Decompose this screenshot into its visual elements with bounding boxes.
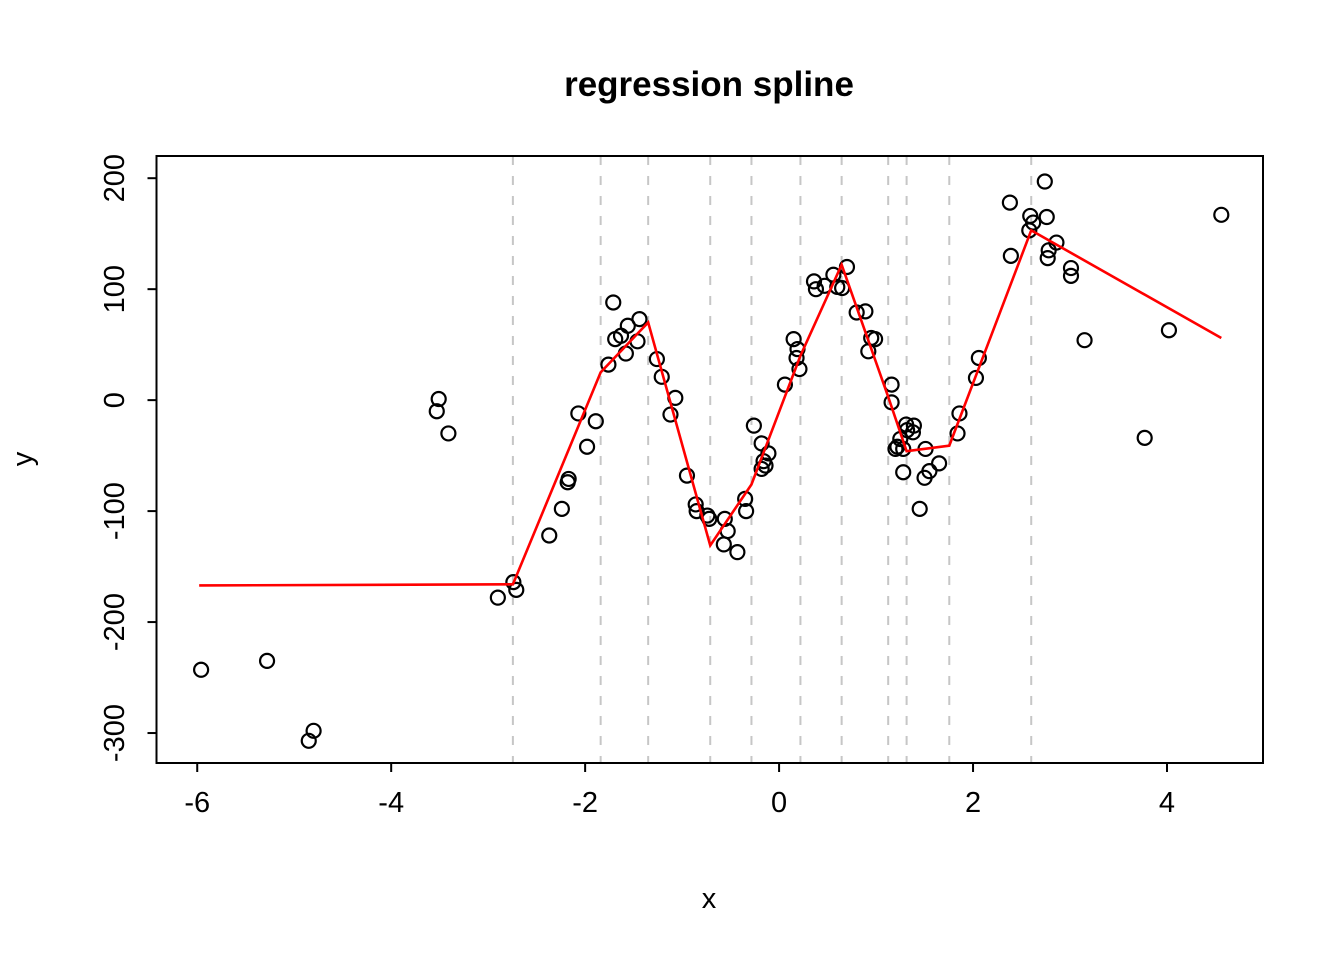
- tick-labels-group: -6 -4 -2 0 2 4 -300 -200 -100 0 100 200: [99, 154, 1175, 819]
- data-point: [729, 544, 746, 561]
- knot-lines-group: [511, 156, 1033, 763]
- plot-box: [155, 155, 1264, 764]
- y-tick-label: 0: [99, 392, 131, 408]
- x-tick-label: -4: [378, 787, 404, 819]
- data-point: [905, 417, 922, 434]
- data-point: [805, 273, 823, 290]
- data-point: [921, 463, 938, 480]
- data-point: [776, 376, 794, 393]
- y-tick-label: -200: [99, 593, 131, 651]
- data-point: [1048, 234, 1065, 251]
- data-point: [904, 424, 922, 441]
- data-point: [440, 425, 457, 442]
- data-point: [617, 345, 634, 362]
- data-point: [570, 405, 587, 422]
- data-point: [1039, 249, 1056, 267]
- x-axis-label: x: [702, 883, 717, 915]
- data-point: [553, 500, 570, 517]
- data-point: [760, 445, 777, 462]
- data-point: [587, 413, 604, 430]
- y-tick-label: 200: [99, 154, 131, 202]
- data-point: [258, 652, 276, 670]
- data-point: [1001, 194, 1018, 211]
- data-point: [541, 527, 558, 544]
- x-tick-label: 4: [1159, 787, 1175, 819]
- data-point: [605, 294, 622, 311]
- data-point: [578, 438, 596, 455]
- data-point: [967, 369, 985, 387]
- x-tick-label: -2: [572, 787, 598, 819]
- y-axis-label: y: [7, 451, 39, 466]
- data-point: [887, 440, 904, 458]
- data-point: [738, 503, 755, 520]
- data-point: [428, 403, 445, 420]
- data-point: [688, 503, 705, 520]
- data-point: [930, 455, 948, 472]
- data-point: [785, 330, 802, 348]
- data-point: [300, 732, 317, 749]
- y-tick-label: 100: [99, 265, 131, 313]
- data-point: [1062, 259, 1080, 277]
- data-point: [631, 311, 648, 328]
- data-point: [1036, 173, 1053, 190]
- spline-line: [199, 228, 1222, 587]
- data-point: [508, 581, 525, 598]
- data-point: [1160, 322, 1178, 339]
- x-tick-label: 0: [771, 787, 787, 819]
- data-point: [193, 661, 210, 678]
- x-tick-label: 2: [965, 787, 981, 819]
- data-point: [619, 317, 636, 334]
- data-point: [807, 281, 825, 298]
- data-point: [678, 467, 696, 484]
- data-point: [505, 574, 522, 591]
- data-point: [895, 464, 912, 481]
- chart-title: regression spline: [564, 65, 854, 104]
- y-tick-label: -300: [99, 704, 131, 762]
- data-point: [430, 390, 447, 408]
- data-point: [489, 589, 506, 606]
- y-tick-label: -100: [99, 482, 131, 540]
- data-point: [1213, 206, 1230, 223]
- data-point: [715, 536, 732, 553]
- data-point: [600, 356, 617, 373]
- data-point: [629, 333, 646, 350]
- data-point: [1062, 267, 1080, 284]
- data-point: [753, 460, 770, 478]
- data-point: [1076, 332, 1093, 349]
- data-point: [1002, 247, 1019, 264]
- data-point: [1038, 208, 1055, 226]
- axis-ticks-group: [147, 177, 1168, 772]
- data-point: [305, 722, 322, 739]
- data-point: [791, 360, 808, 378]
- data-point: [1136, 429, 1153, 446]
- data-point: [1025, 214, 1042, 231]
- data-point: [745, 417, 762, 434]
- x-tick-label: -6: [184, 787, 210, 819]
- data-point: [560, 470, 577, 488]
- data-point: [662, 406, 679, 423]
- data-point: [911, 500, 928, 517]
